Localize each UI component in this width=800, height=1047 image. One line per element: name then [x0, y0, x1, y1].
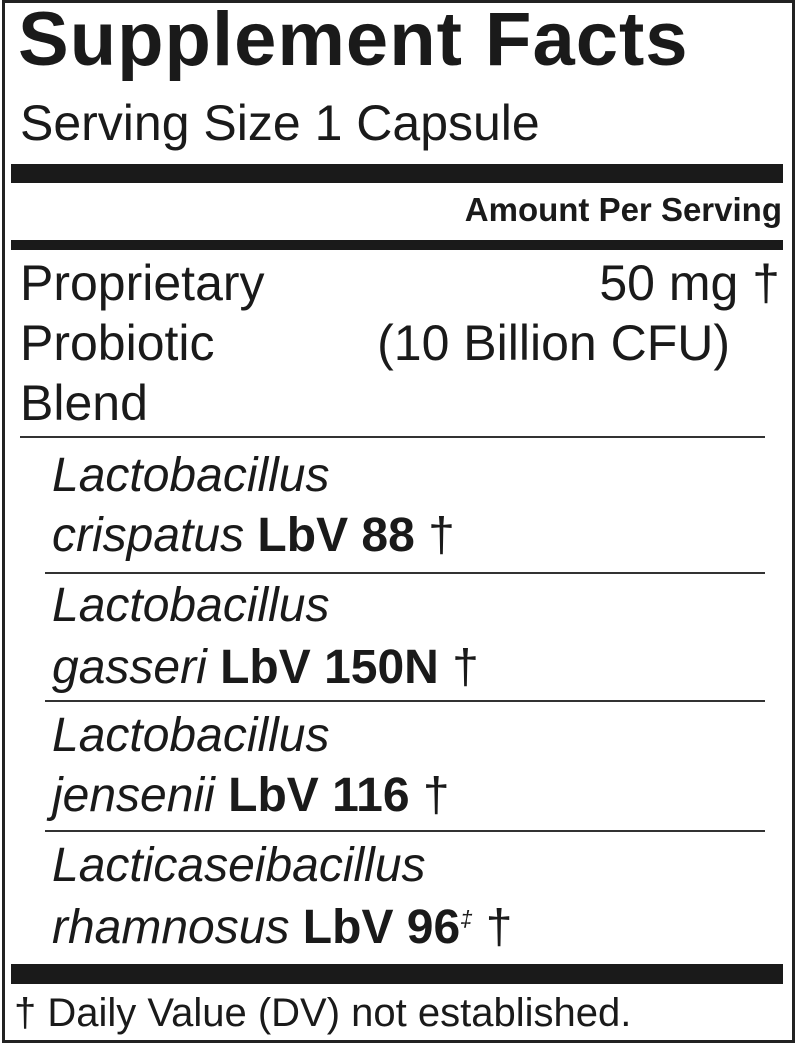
- species: rhamnosus: [52, 901, 290, 954]
- row-divider: [45, 572, 765, 574]
- blend-name-line-2: Probiotic: [20, 315, 215, 371]
- row-divider: [45, 830, 765, 832]
- ingredient-3-genus: Lactobacillus: [52, 709, 330, 762]
- species: jensenii: [52, 769, 215, 822]
- row-divider: [20, 436, 765, 438]
- double-dagger-mark: ‡: [460, 906, 473, 931]
- ingredient-4-line2: rhamnosus LbV 96‡ †: [52, 904, 512, 952]
- blend-name-line-1: Proprietary: [20, 255, 265, 311]
- ingredient-1-line2: crispatus LbV 88 †: [52, 512, 455, 560]
- row-divider: [45, 700, 765, 702]
- thick-divider: [11, 164, 783, 183]
- ingredient-3-line2: jensenii LbV 116 †: [52, 772, 450, 820]
- thick-divider-bottom: [11, 964, 783, 984]
- blend-cfu: (10 Billion CFU): [377, 315, 730, 371]
- strain: LbV 96: [302, 901, 461, 954]
- footnote: † Daily Value (DV) not established.: [14, 991, 632, 1035]
- ingredient-2-genus: Lactobacillus: [52, 579, 330, 632]
- ingredient-2-line2: gasseri LbV 150N †: [52, 644, 479, 692]
- label-title: Supplement Facts: [18, 0, 689, 82]
- medium-divider: [11, 240, 783, 250]
- dagger: †: [452, 641, 479, 694]
- strain: LbV 116: [228, 769, 410, 822]
- strain: LbV 150N: [220, 641, 439, 694]
- dagger: †: [485, 901, 513, 954]
- ingredient-1-genus: Lactobacillus: [52, 449, 330, 502]
- strain: LbV 88: [257, 509, 415, 562]
- serving-size: Serving Size 1 Capsule: [20, 95, 540, 151]
- blend-name-line-3: Blend: [20, 375, 148, 431]
- dagger: †: [428, 509, 455, 562]
- species: crispatus: [52, 509, 245, 562]
- dagger: †: [422, 769, 450, 822]
- species: gasseri: [52, 641, 207, 694]
- ingredient-4-genus: Lacticaseibacillus: [52, 839, 426, 892]
- amount-per-serving-header: Amount Per Serving: [464, 191, 782, 228]
- blend-amount: 50 mg †: [599, 255, 780, 311]
